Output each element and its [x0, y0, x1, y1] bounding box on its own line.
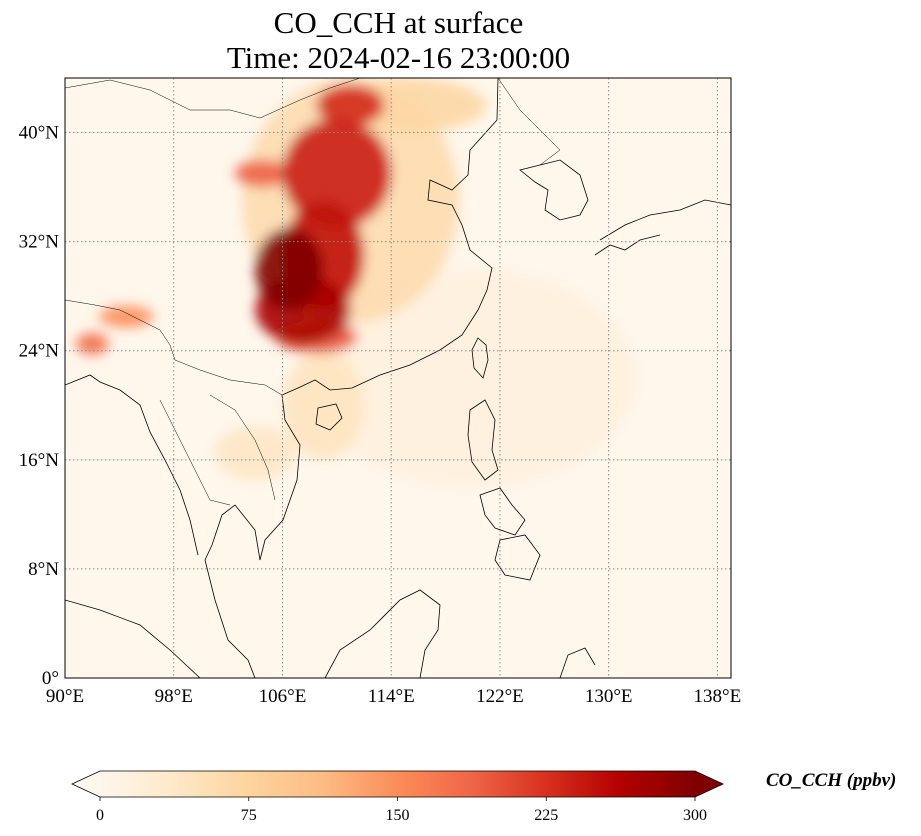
plume-9 [316, 84, 385, 126]
lon-tick-label: 98°E [155, 686, 193, 707]
lat-tick-label: 16°N [19, 450, 60, 471]
colorbar-body [100, 771, 695, 797]
coastline-sumatra [65, 599, 201, 678]
colorbar-extend-min [72, 771, 100, 797]
border-himalaya [65, 299, 176, 361]
lon-tick-label: 122°E [476, 686, 524, 707]
coastline-hainan [315, 403, 343, 431]
plume-7 [234, 159, 290, 188]
coastline-japan-south [594, 234, 661, 256]
concentration-field [75, 78, 636, 488]
lat-tick-label: 32°N [19, 232, 60, 253]
colorbar: 0 75 150 225 300 [71, 770, 724, 824]
plume-1 [214, 425, 297, 481]
plume-5 [98, 305, 154, 328]
border-indochina [174, 359, 283, 396]
coastline-taiwan [471, 337, 489, 379]
plume-2 [282, 350, 365, 460]
coastline-korea [519, 159, 589, 221]
lat-tick-labels: 0° 8°N 16°N 24°N 32°N 40°N [19, 123, 60, 689]
lon-tick-label: 106°E [259, 686, 307, 707]
lon-tick-label: 130°E [585, 686, 633, 707]
border-china-north [65, 78, 361, 119]
colorbar-tick-label: 0 [96, 807, 104, 824]
lat-tick-label: 40°N [19, 123, 60, 144]
gridlines [65, 78, 731, 678]
coastlines [65, 78, 731, 678]
plume-10 [282, 118, 392, 228]
coastline-japan [599, 199, 731, 241]
colorbar-ticks: 0 75 150 225 300 [96, 797, 707, 824]
colorbar-extend-max [695, 771, 723, 797]
colorbar-tick-label: 150 [386, 807, 410, 824]
coastline-borneo [324, 589, 441, 678]
map-frame [64, 77, 732, 679]
colorbar-tick-label: 75 [241, 807, 257, 824]
plume-13 [255, 228, 324, 310]
coastline-mindanao [494, 534, 541, 581]
coastline-sulawesi [559, 647, 596, 678]
colorbar-tick-label: 225 [534, 807, 558, 824]
coastline-bay-of-bengal [65, 374, 199, 556]
plot-title-line1: CO_CCH at surface [273, 5, 524, 40]
plot-title-line2: Time: 2024-02-16 23:00:00 [226, 40, 571, 75]
coastline-mainland [204, 78, 499, 678]
lon-tick-label: 114°E [368, 686, 415, 707]
lat-tick-label: 8°N [28, 559, 59, 580]
colorbar-tick-label: 300 [683, 807, 707, 824]
border-thailand [159, 399, 231, 506]
plume-6 [75, 333, 109, 355]
border-china-northeast [497, 78, 561, 166]
lon-tick-labels: 90°E 98°E 106°E 114°E 122°E 130°E 138°E [46, 686, 741, 707]
colorbar-label: CO_CCH (ppbv) [766, 770, 897, 791]
country-borders [65, 78, 561, 506]
lat-tick-label: 24°N [19, 341, 60, 362]
lon-tick-label: 138°E [694, 686, 742, 707]
lat-tick-label: 0° [42, 668, 59, 689]
map-axes: 90°E 98°E 106°E 114°E 122°E 130°E 138°E 0° 8°N 1… [19, 77, 741, 707]
coastline-visayas [479, 487, 526, 536]
coastline-luzon [467, 399, 499, 481]
lon-tick-label: 90°E [46, 686, 84, 707]
border-laos-vietnam [209, 394, 276, 501]
